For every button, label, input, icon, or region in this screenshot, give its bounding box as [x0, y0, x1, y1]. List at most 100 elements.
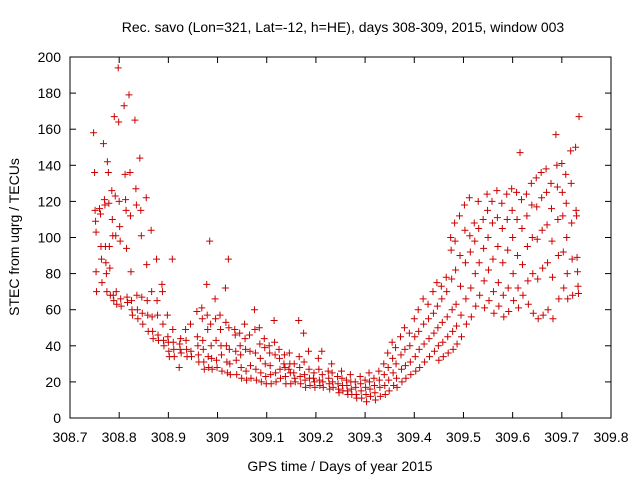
data-point — [300, 358, 308, 366]
data-point — [488, 197, 496, 205]
data-point — [362, 391, 370, 399]
data-point — [519, 291, 527, 299]
data-point — [524, 300, 532, 308]
data-point — [113, 300, 121, 308]
data-point — [479, 215, 487, 223]
data-point — [543, 221, 551, 229]
data-point — [200, 365, 208, 373]
data-point — [108, 215, 116, 223]
data-point — [272, 378, 280, 386]
data-point — [465, 194, 473, 202]
x-axis: 308.7 308.8 308.9 309 309.1 309.2 309.3 309.4 30… — [52, 57, 629, 445]
data-point — [261, 344, 269, 352]
data-point — [400, 324, 408, 332]
data-point — [232, 347, 240, 355]
data-point — [112, 232, 120, 240]
data-point — [212, 315, 220, 323]
data-point — [504, 246, 512, 254]
data-point — [448, 275, 456, 283]
data-point — [375, 367, 383, 375]
data-point — [562, 199, 570, 207]
data-point — [393, 383, 401, 391]
data-point — [194, 342, 202, 350]
data-point — [262, 372, 270, 380]
data-point — [252, 376, 260, 384]
data-point — [490, 309, 498, 317]
data-point — [324, 367, 332, 375]
data-point — [182, 326, 190, 334]
data-point — [260, 335, 268, 343]
data-point — [401, 345, 409, 353]
x-axis-label: GPS time / Days of year 2015 — [247, 458, 432, 474]
data-point — [275, 345, 283, 353]
data-point — [376, 392, 384, 400]
data-point — [105, 199, 113, 207]
data-point — [276, 354, 284, 362]
data-point — [102, 270, 110, 278]
data-point — [474, 197, 482, 205]
data-point — [371, 396, 379, 404]
data-point — [236, 329, 244, 337]
chart-title: Rec. savo (Lon=321, Lat=-12, h=HE), days… — [122, 19, 565, 35]
data-point — [221, 284, 229, 292]
data-point — [103, 288, 111, 296]
data-point — [125, 91, 133, 99]
data-point — [534, 315, 542, 323]
data-point — [153, 297, 161, 305]
data-point — [90, 129, 98, 137]
data-point — [159, 320, 167, 328]
data-point — [92, 217, 100, 225]
data-point — [528, 234, 536, 241]
data-point — [559, 212, 567, 220]
data-point — [488, 219, 496, 227]
data-point — [133, 291, 141, 299]
data-point — [451, 219, 459, 227]
data-point — [276, 374, 284, 382]
data-point — [98, 279, 106, 287]
data-point — [489, 288, 497, 296]
data-point — [384, 349, 392, 357]
data-point — [357, 380, 365, 388]
data-point — [199, 345, 207, 353]
data-point — [509, 234, 517, 241]
data-point — [442, 273, 450, 281]
data-point — [420, 340, 428, 348]
data-point — [480, 244, 488, 252]
data-point — [112, 288, 120, 296]
data-point — [136, 154, 144, 162]
data-point — [508, 206, 516, 214]
data-point — [271, 338, 279, 346]
data-point — [117, 302, 125, 310]
data-point — [562, 170, 570, 178]
y-tick-label: 180 — [38, 85, 62, 101]
data-point — [116, 223, 124, 231]
data-point — [410, 315, 418, 323]
data-point — [389, 354, 397, 362]
data-point — [223, 358, 231, 366]
data-point — [447, 246, 455, 254]
data-point — [554, 215, 562, 223]
data-point — [266, 349, 274, 357]
data-point — [415, 327, 423, 335]
x-tick-label: 308.8 — [102, 429, 137, 445]
data-point — [187, 353, 195, 361]
data-point — [416, 363, 424, 371]
data-point — [489, 255, 497, 263]
data-point — [461, 226, 469, 234]
data-point — [134, 315, 142, 323]
data-point — [291, 378, 299, 386]
data-point — [265, 342, 273, 350]
data-point — [110, 297, 118, 305]
data-point — [484, 206, 492, 214]
y-tick-label: 140 — [38, 157, 62, 173]
data-point — [453, 340, 461, 348]
data-point — [568, 255, 576, 263]
data-point — [318, 347, 326, 355]
data-point — [475, 224, 483, 232]
data-point — [208, 365, 216, 373]
data-point — [163, 311, 171, 319]
data-point — [476, 291, 484, 299]
data-point — [139, 320, 147, 328]
data-point — [127, 297, 135, 305]
x-tick-label: 309.2 — [298, 429, 333, 445]
